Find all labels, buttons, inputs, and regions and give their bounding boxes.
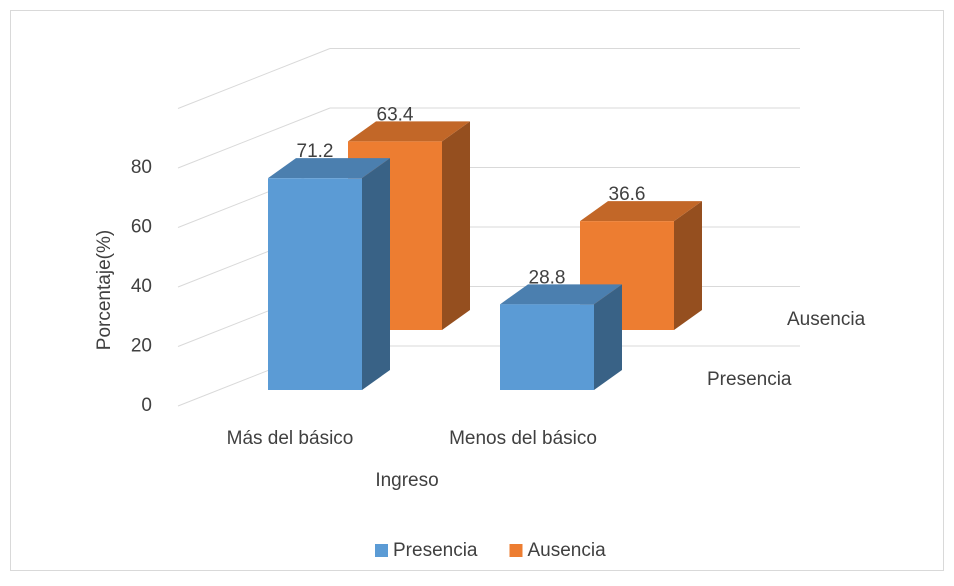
bar-side <box>594 284 622 390</box>
bar-top <box>580 201 702 222</box>
bar-top <box>500 284 622 305</box>
depth-axis-label: Ausencia <box>787 309 866 330</box>
data-label: 36.6 <box>609 184 646 205</box>
bar-top <box>268 158 390 179</box>
y-tick-label: 60 <box>131 217 152 238</box>
x-axis-title: Ingreso <box>375 470 438 491</box>
grid-line <box>177 107 331 169</box>
legend-label: Presencia <box>393 540 478 561</box>
bar-top <box>348 121 470 142</box>
y-axis-title: Porcentaje(%) <box>94 230 115 350</box>
data-label: 28.8 <box>529 267 566 288</box>
bar-side <box>442 121 470 330</box>
bar-side <box>362 158 390 390</box>
bar <box>500 304 594 390</box>
wall-edge <box>177 48 331 109</box>
legend-swatch <box>375 544 388 557</box>
x-tick-label: Menos del básico <box>449 428 597 449</box>
data-label: 63.4 <box>377 104 414 125</box>
legend-swatch <box>509 544 523 557</box>
legend-label: Ausencia <box>528 540 607 561</box>
bar <box>268 178 362 390</box>
depth-axis-label: Presencia <box>707 369 792 390</box>
y-tick-label: 20 <box>131 336 152 357</box>
y-tick-label: 80 <box>131 157 152 178</box>
x-tick-label: Más del básico <box>227 428 354 449</box>
y-tick-label: 40 <box>131 276 152 297</box>
y-tick-label: 0 <box>141 395 152 416</box>
bar-side <box>674 201 702 330</box>
chart-border <box>10 10 944 571</box>
data-label: 71.2 <box>297 141 334 162</box>
